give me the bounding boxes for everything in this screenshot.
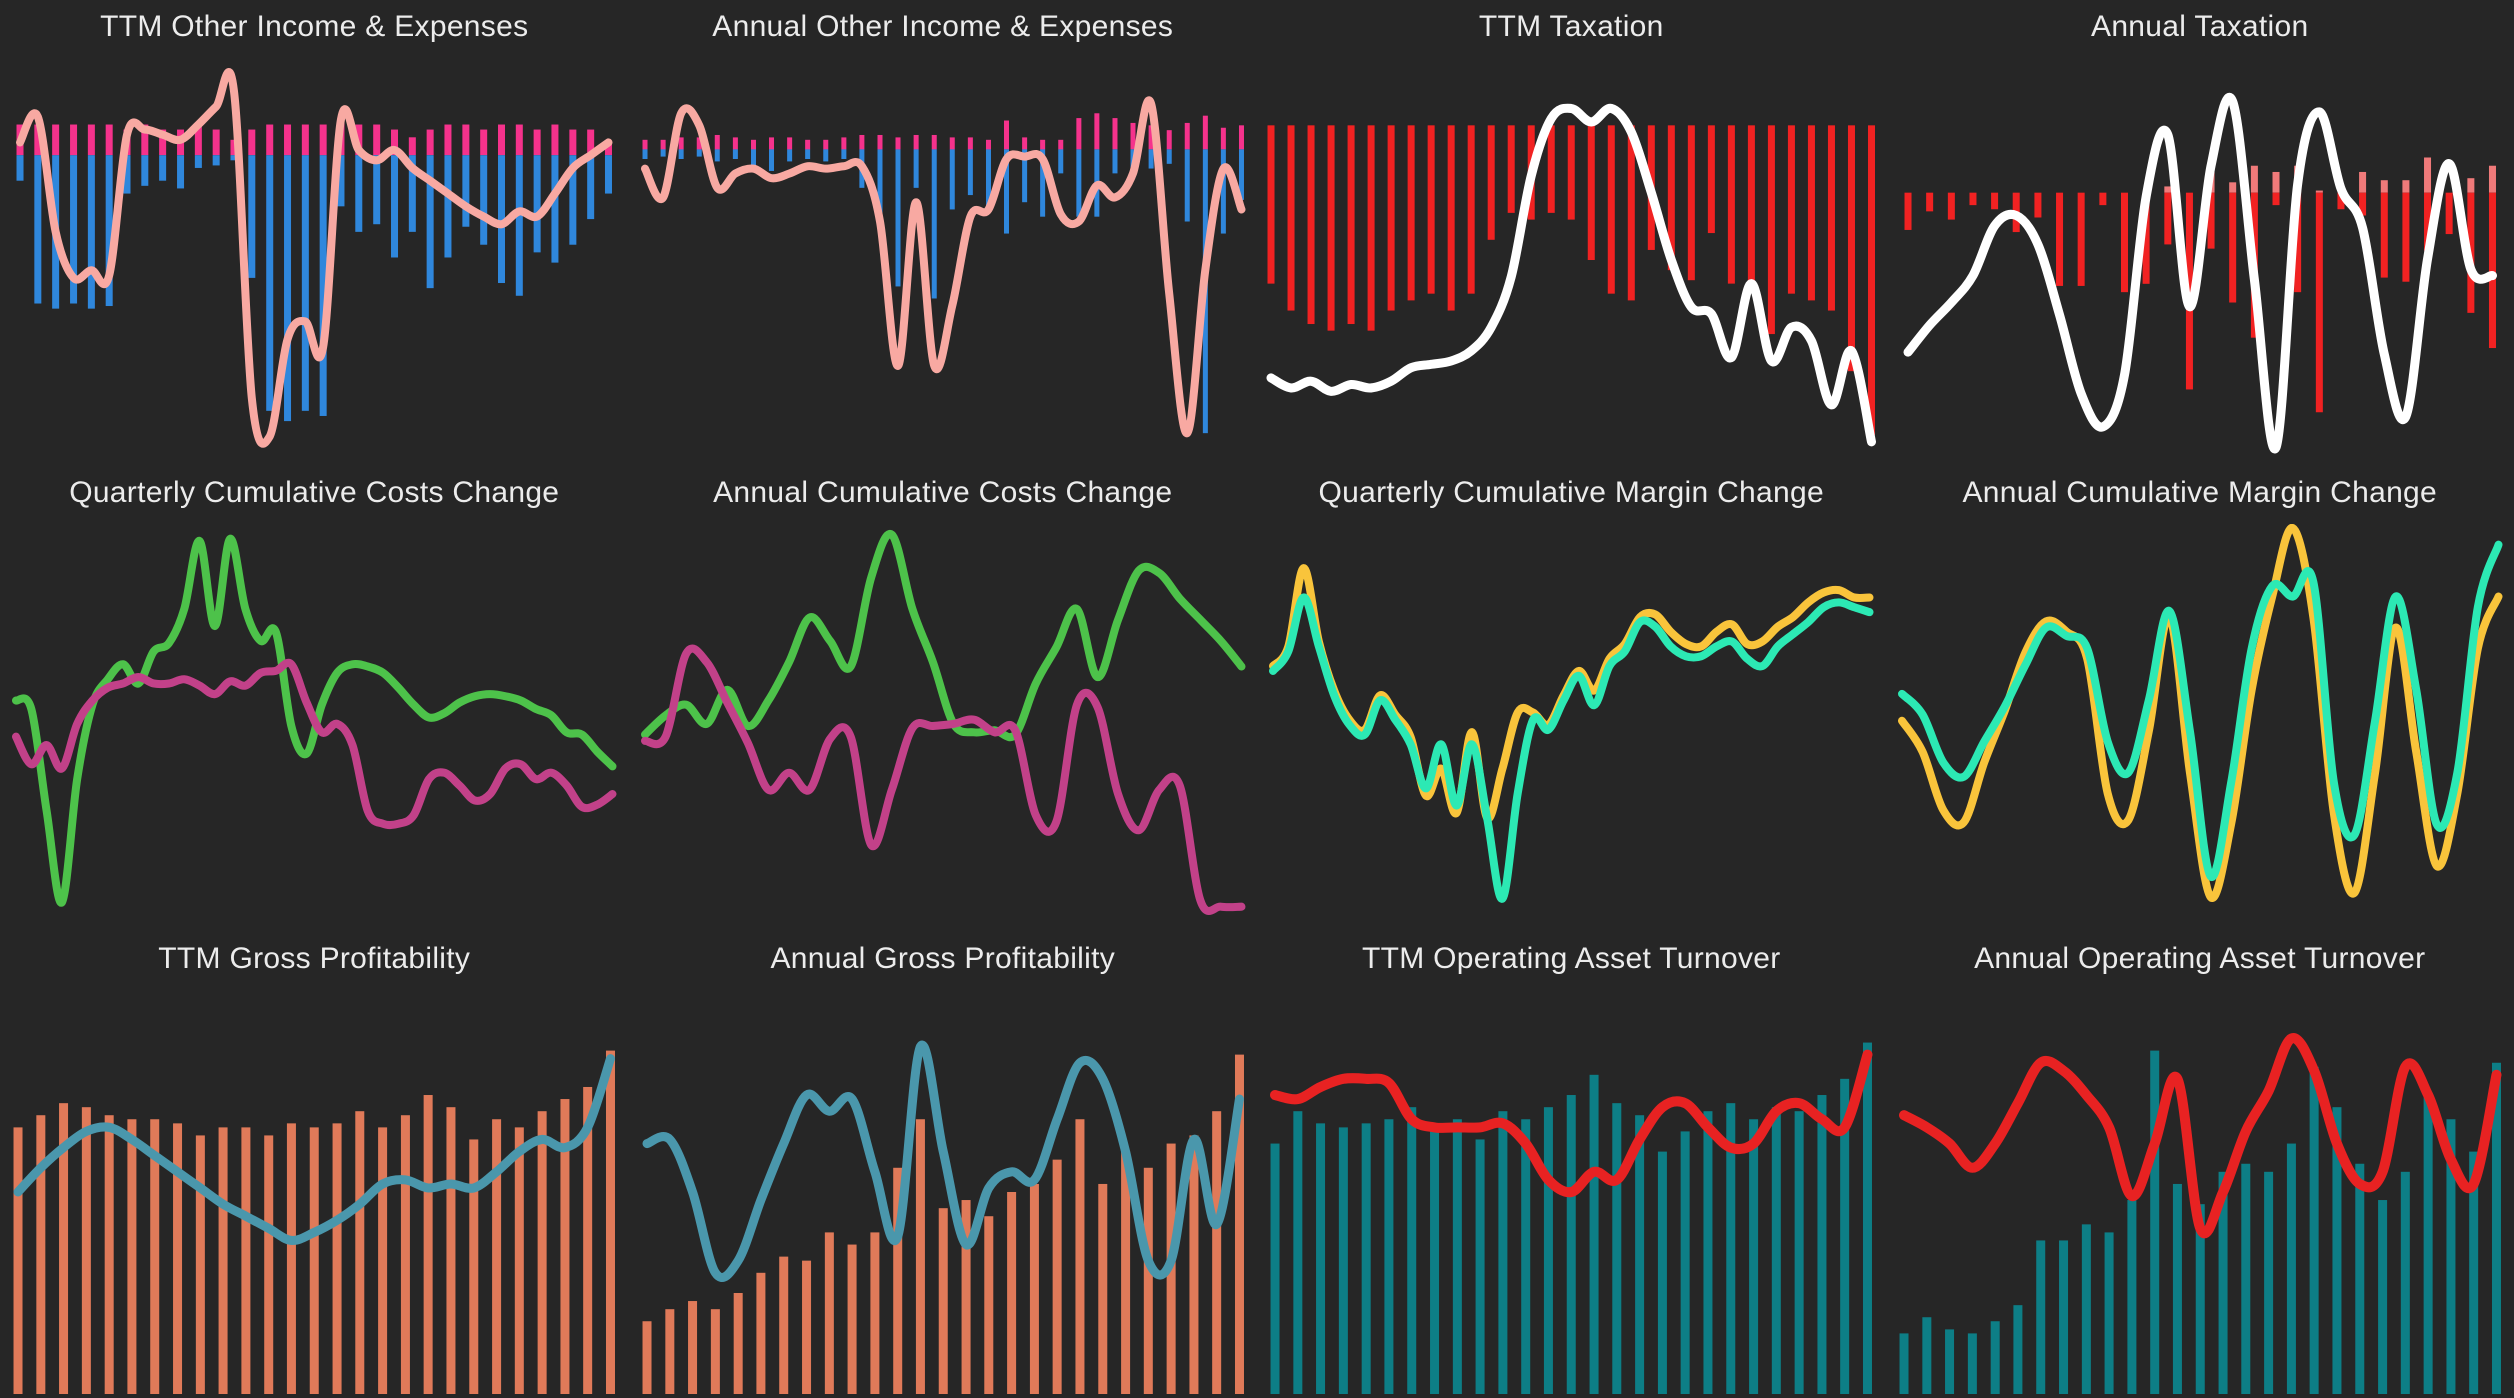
chart-panel-ttm-gross-profitability: TTM Gross Profitability <box>0 932 629 1398</box>
chart-title: TTM Other Income & Expenses <box>100 10 529 43</box>
chart-canvas <box>1886 58 2514 462</box>
chart-panel-annual-taxation: Annual Taxation <box>1886 0 2514 466</box>
chart-panel-annual-other-income-expenses: Annual Other Income & Expenses <box>629 0 1258 466</box>
chart-title: TTM Taxation <box>1478 10 1664 43</box>
chart-canvas <box>0 58 629 462</box>
chart-panel-annual-cumulative-costs-change: Annual Cumulative Costs Change <box>629 466 1258 932</box>
chart-panel-quarterly-cumulative-margin-change: Quarterly Cumulative Margin Change <box>1257 466 1886 932</box>
chart-title: Annual Cumulative Costs Change <box>713 476 1173 509</box>
chart-canvas <box>1886 524 2514 928</box>
chart-title: Annual Operating Asset Turnover <box>1974 942 2426 975</box>
chart-canvas <box>0 990 629 1394</box>
chart-canvas <box>629 524 1258 928</box>
chart-panel-ttm-operating-asset-turnover: TTM Operating Asset Turnover <box>1257 932 1886 1398</box>
chart-title: Annual Gross Profitability <box>770 942 1116 975</box>
chart-panel-ttm-other-income-expenses: TTM Other Income & Expenses <box>0 0 629 466</box>
chart-title: TTM Operating Asset Turnover <box>1361 942 1781 975</box>
chart-title: Quarterly Cumulative Costs Change <box>69 476 560 509</box>
chart-canvas <box>0 524 629 928</box>
chart-title: Annual Other Income & Expenses <box>712 10 1174 43</box>
chart-canvas <box>1257 58 1886 462</box>
chart-panel-annual-cumulative-margin-change: Annual Cumulative Margin Change <box>1886 466 2514 932</box>
chart-panel-ttm-taxation: TTM Taxation <box>1257 0 1886 466</box>
chart-canvas <box>1257 524 1886 928</box>
chart-panel-annual-gross-profitability: Annual Gross Profitability <box>629 932 1258 1398</box>
chart-canvas <box>629 58 1258 462</box>
chart-title: TTM Gross Profitability <box>158 942 471 975</box>
chart-canvas <box>1257 990 1886 1394</box>
chart-title: Annual Taxation <box>2091 10 2309 43</box>
chart-canvas <box>629 990 1258 1394</box>
chart-canvas <box>1886 990 2514 1394</box>
chart-panel-annual-operating-asset-turnover: Annual Operating Asset Turnover <box>1886 932 2514 1398</box>
chart-panel-quarterly-cumulative-costs-change: Quarterly Cumulative Costs Change <box>0 466 629 932</box>
chart-title: Annual Cumulative Margin Change <box>1962 476 2438 509</box>
chart-title: Quarterly Cumulative Margin Change <box>1318 476 1824 509</box>
